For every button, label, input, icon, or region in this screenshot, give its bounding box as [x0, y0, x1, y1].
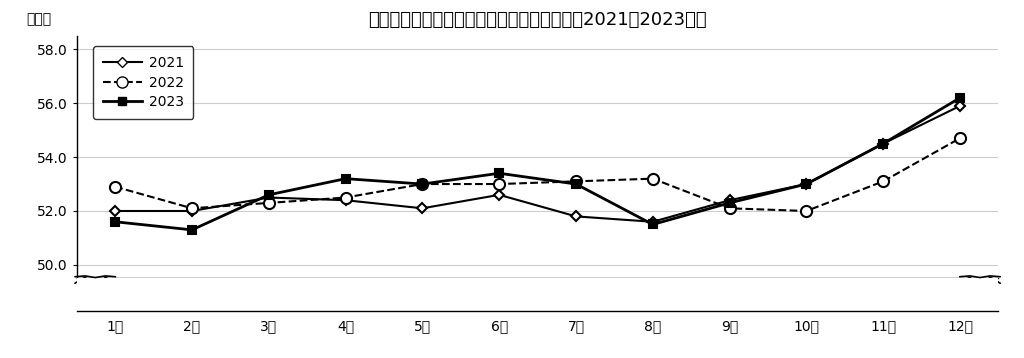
- 2023: [647, 222, 659, 227]
- 2023: [186, 228, 199, 232]
- 2021: [109, 209, 121, 213]
- 2023: [569, 182, 582, 186]
- 2022: [800, 209, 812, 213]
- 2021: [262, 195, 274, 200]
- 2023: [339, 176, 352, 181]
- 2022: [877, 179, 889, 184]
- 2022: [494, 182, 506, 186]
- 2021: [569, 214, 582, 218]
- Line: 2022: 2022: [110, 133, 966, 217]
- 2023: [494, 171, 506, 175]
- Title: ネットショッピング利用世帯の割合の推移（2021～2023年）: ネットショッピング利用世帯の割合の推移（2021～2023年）: [369, 11, 707, 29]
- 2021: [186, 209, 199, 213]
- 2023: [800, 182, 812, 186]
- 2023: [954, 96, 967, 100]
- 2023: [723, 201, 735, 205]
- 2023: [877, 141, 889, 146]
- 2022: [262, 201, 274, 205]
- 2022: [647, 176, 659, 181]
- 2021: [416, 206, 428, 211]
- 2022: [339, 195, 352, 200]
- 2022: [109, 185, 121, 189]
- 2023: [416, 182, 428, 186]
- 2021: [494, 193, 506, 197]
- 2022: [569, 179, 582, 184]
- 2021: [800, 182, 812, 186]
- Text: （％）: （％）: [26, 12, 51, 26]
- Line: 2023: 2023: [111, 94, 965, 234]
- Line: 2021: 2021: [112, 102, 964, 226]
- 2022: [954, 136, 967, 140]
- 2021: [647, 219, 659, 224]
- 2022: [416, 182, 428, 186]
- 2021: [954, 104, 967, 108]
- 2023: [262, 193, 274, 197]
- 2021: [877, 141, 889, 146]
- 2022: [186, 206, 199, 211]
- 2022: [723, 206, 735, 211]
- 2021: [723, 198, 735, 202]
- Legend: 2021, 2022, 2023: 2021, 2022, 2023: [93, 47, 194, 119]
- 2021: [339, 198, 352, 202]
- 2023: [109, 219, 121, 224]
